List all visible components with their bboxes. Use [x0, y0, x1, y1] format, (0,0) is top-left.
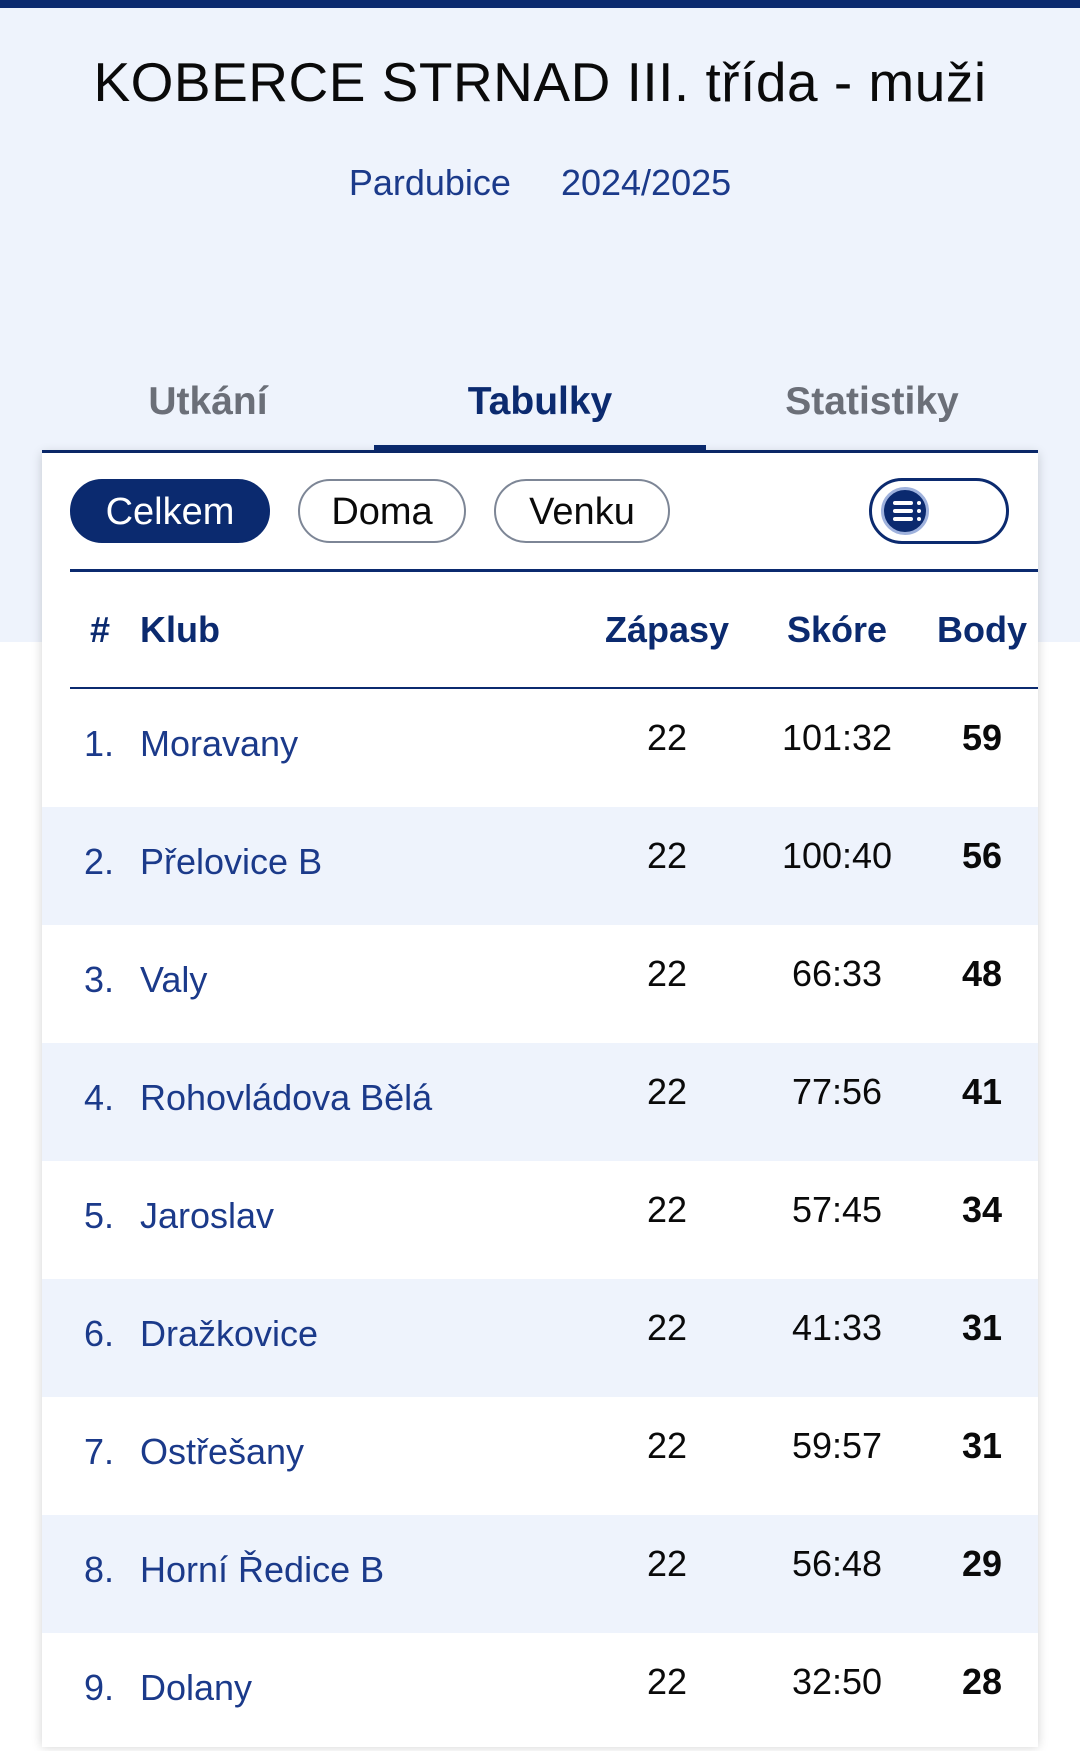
- row-points: 48: [961, 953, 1003, 994]
- row-rank: 7.: [83, 1431, 114, 1472]
- row-points: 31: [961, 1425, 1003, 1466]
- row-points: 41: [961, 1071, 1003, 1112]
- header-divider: [70, 687, 1038, 689]
- row-score: 101:32: [781, 717, 893, 758]
- row-games: 22: [646, 1661, 688, 1702]
- row-score: 77:56: [791, 1071, 883, 1112]
- filter-divider: [70, 569, 1038, 572]
- row-club[interactable]: Rohovládova Bělá: [140, 1077, 433, 1118]
- row-games: 22: [646, 835, 688, 876]
- table-row[interactable]: 8. Horní Ředice B 22 56:48 29: [42, 1515, 1038, 1633]
- row-rank: 8.: [83, 1549, 114, 1590]
- table-row[interactable]: 7. Ostřešany 22 59:57 31: [42, 1397, 1038, 1515]
- table-row[interactable]: 4. Rohovládova Bělá 22 77:56 41: [42, 1043, 1038, 1161]
- row-rank: 5.: [83, 1195, 114, 1236]
- row-rank: 9.: [83, 1667, 114, 1708]
- filter-venku-button[interactable]: Venku: [494, 479, 670, 543]
- row-score: 66:33: [791, 953, 883, 994]
- row-club[interactable]: Dražkovice: [140, 1313, 319, 1354]
- header-points: Body: [937, 609, 1027, 650]
- season-label[interactable]: 2024/2025: [560, 162, 732, 203]
- header-games: Zápasy: [604, 609, 730, 650]
- row-score: 100:40: [781, 835, 893, 876]
- row-points: 29: [961, 1543, 1003, 1584]
- row-rank: 3.: [83, 959, 114, 1000]
- row-club[interactable]: Přelovice B: [140, 841, 323, 882]
- table-row[interactable]: 6. Dražkovice 22 41:33 31: [42, 1279, 1038, 1397]
- row-club[interactable]: Valy: [140, 959, 208, 1000]
- row-club[interactable]: Jaroslav: [140, 1195, 275, 1236]
- standings-card: Celkem Doma Venku # Klub Zápasy Skóre Bo…: [42, 453, 1038, 1747]
- row-rank: 4.: [83, 1077, 114, 1118]
- row-score: 59:57: [791, 1425, 883, 1466]
- table-row[interactable]: 1. Moravany 22 101:32 59: [42, 689, 1038, 807]
- table-header: # Klub Zápasy Skóre Body: [42, 572, 1038, 688]
- row-points: 59: [961, 717, 1003, 758]
- row-points: 34: [961, 1189, 1003, 1230]
- tab-statistiky[interactable]: Statistiky: [785, 380, 959, 423]
- standings-rows: 1. Moravany 22 101:32 59 2. Přelovice B …: [42, 689, 1038, 1751]
- row-games: 22: [646, 953, 688, 994]
- row-score: 32:50: [791, 1661, 883, 1702]
- row-score: 57:45: [791, 1189, 883, 1230]
- page-title: KOBERCE STRNAD III. třída - muži: [93, 51, 987, 113]
- row-rank: 1.: [83, 723, 114, 764]
- row-games: 22: [646, 1307, 688, 1348]
- row-points: 56: [961, 835, 1003, 876]
- row-games: 22: [646, 717, 688, 758]
- row-score: 56:48: [791, 1543, 883, 1584]
- tab-utkani[interactable]: Utkání: [148, 380, 268, 423]
- row-club[interactable]: Moravany: [140, 723, 299, 764]
- list-icon: [881, 487, 929, 535]
- row-points: 31: [961, 1307, 1003, 1348]
- competition-meta: Pardubice 2024/2025: [0, 162, 1080, 204]
- row-rank: 6.: [83, 1313, 114, 1354]
- table-row[interactable]: 2. Přelovice B 22 100:40 56: [42, 807, 1038, 925]
- region-label[interactable]: Pardubice: [348, 162, 511, 203]
- table-row[interactable]: 9. Dolany 22 32:50 28: [42, 1633, 1038, 1751]
- filter-doma-button[interactable]: Doma: [298, 479, 466, 543]
- row-games: 22: [646, 1543, 688, 1584]
- filter-celkem-button[interactable]: Celkem: [70, 479, 270, 543]
- section-tabs: Utkání Tabulky Statistiky: [42, 370, 1038, 452]
- row-club[interactable]: Dolany: [140, 1667, 253, 1708]
- row-club[interactable]: Ostřešany: [140, 1431, 305, 1472]
- table-row[interactable]: 5. Jaroslav 22 57:45 34: [42, 1161, 1038, 1279]
- tab-tabulky[interactable]: Tabulky: [374, 370, 706, 452]
- header-rank: #: [90, 609, 111, 650]
- row-games: 22: [646, 1189, 688, 1230]
- row-club[interactable]: Horní Ředice B: [140, 1549, 385, 1590]
- view-toggle[interactable]: [869, 478, 1009, 544]
- header-club: Klub: [140, 609, 220, 650]
- row-games: 22: [646, 1071, 688, 1112]
- row-points: 28: [961, 1661, 1003, 1702]
- header-score: Skóre: [786, 609, 888, 650]
- table-row[interactable]: 3. Valy 22 66:33 48: [42, 925, 1038, 1043]
- top-accent-bar: [0, 0, 1080, 8]
- row-rank: 2.: [83, 841, 114, 882]
- row-games: 22: [646, 1425, 688, 1466]
- tabs-divider: [42, 450, 1038, 453]
- row-score: 41:33: [791, 1307, 883, 1348]
